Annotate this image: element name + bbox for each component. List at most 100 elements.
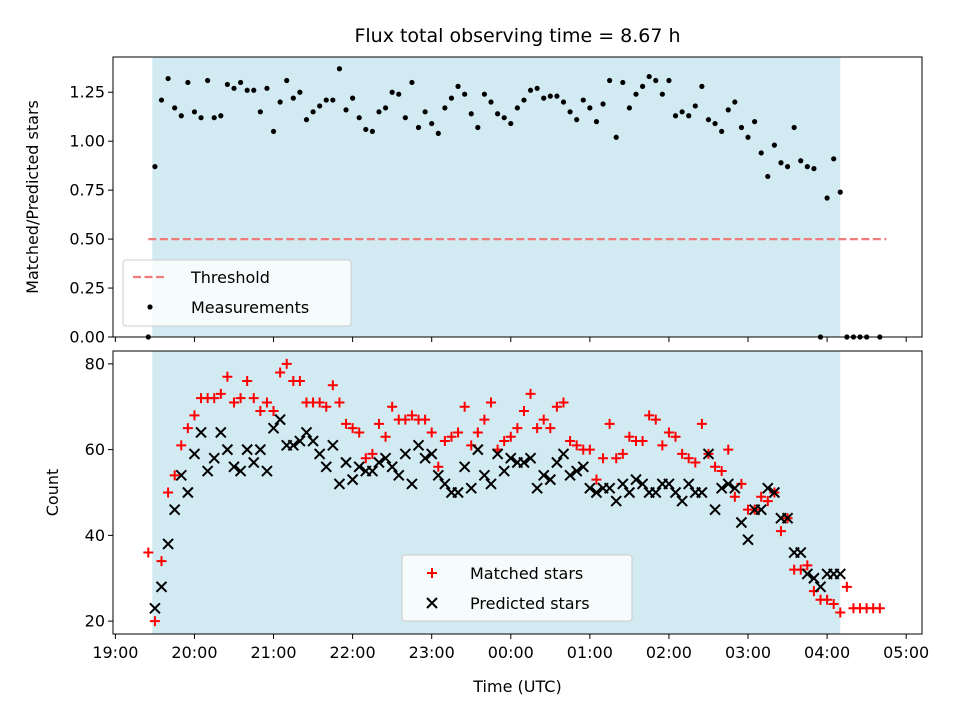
measurement-point — [277, 99, 283, 105]
matched-star-point — [446, 431, 457, 442]
matched-star-point — [611, 453, 622, 464]
measurement-point — [587, 105, 593, 111]
predicted-star-point — [577, 461, 589, 473]
measurement-point — [560, 99, 567, 105]
predicted-star-point — [452, 486, 464, 499]
measurement-point — [653, 77, 659, 84]
chart-title: Flux total observing time = 8.67 h — [354, 25, 680, 47]
predicted-star-point — [412, 439, 425, 452]
matched-star-point — [710, 461, 721, 472]
measurement-point — [613, 134, 619, 140]
matched-star-point — [321, 401, 332, 412]
predicted-stars-layer — [149, 413, 846, 614]
measurement-point — [343, 107, 349, 113]
matched-star-point — [387, 401, 398, 412]
matched-star-point — [650, 414, 661, 425]
measurement-point — [363, 126, 369, 133]
matched-star-point — [400, 414, 411, 425]
matched-star-point — [433, 461, 444, 472]
predicted-star-point — [742, 533, 754, 546]
measurement-point — [732, 99, 738, 105]
ratio-legend: Threshold Measurements — [122, 259, 352, 327]
predicted-star-point — [162, 538, 174, 550]
predicted-star-point — [425, 448, 438, 460]
measurement-point — [198, 115, 204, 121]
predicted-star-point — [300, 426, 313, 439]
measurement-point — [554, 93, 560, 99]
matched-star-point — [327, 380, 338, 391]
measurement-point — [442, 105, 448, 111]
measurement-point — [303, 117, 310, 123]
predicted-star-point — [801, 568, 814, 580]
matched-star-point — [367, 448, 378, 459]
predicted-star-point — [636, 478, 649, 490]
count-x-tick-label: 22:00 — [330, 643, 376, 662]
predicted-star-point — [795, 546, 807, 559]
predicted-star-point — [663, 478, 675, 490]
predicted-star-point — [715, 482, 728, 494]
measurement-point — [765, 173, 771, 180]
measurement-point — [672, 113, 679, 119]
legend-box — [122, 259, 352, 327]
predicted-star-point — [584, 482, 596, 494]
count-x-tick-label: 00:00 — [488, 643, 534, 662]
matched-star-point — [189, 410, 200, 421]
predicted-star-point — [610, 495, 622, 507]
matched-star-point — [545, 423, 556, 434]
measurement-point — [435, 130, 441, 136]
measurement-point — [336, 66, 343, 72]
predicted-star-point — [313, 448, 326, 460]
measurement-point — [165, 75, 171, 82]
legend-predicted-swatch — [426, 597, 438, 609]
measurement-point — [481, 91, 488, 97]
predicted-star-point — [188, 448, 201, 460]
measurement-point — [725, 107, 731, 113]
matched-star-point — [841, 581, 852, 592]
predicted-star-point — [201, 465, 214, 477]
measurement-point — [376, 109, 382, 115]
matched-star-point — [347, 423, 358, 434]
predicted-star-point — [696, 486, 708, 499]
ratio-y-tick-label: 1.25 — [69, 83, 105, 102]
measurement-point — [784, 164, 791, 170]
measurement-point — [686, 113, 692, 119]
predicted-star-point — [603, 482, 616, 494]
matched-star-point — [538, 414, 549, 425]
matched-star-point — [380, 431, 391, 442]
predicted-star-point — [267, 422, 280, 434]
measurement-point — [705, 117, 712, 123]
predicted-star-point — [709, 503, 721, 516]
matched-star-point — [802, 560, 813, 571]
matched-star-point — [373, 418, 384, 429]
matched-star-point — [874, 603, 885, 614]
predicted-star-point — [333, 478, 346, 490]
matched-star-point — [459, 401, 470, 412]
measurement-point — [580, 97, 586, 103]
predicted-star-point — [155, 581, 168, 593]
predicted-star-point — [781, 512, 794, 524]
matched-star-point — [518, 406, 529, 417]
x-axis-label: Time (UTC) — [472, 677, 561, 696]
ratio-y-tick-label: 1.00 — [69, 132, 105, 151]
count-x-tick-label: 02:00 — [646, 643, 692, 662]
matched-star-point — [617, 448, 628, 459]
matched-star-point — [176, 440, 187, 451]
matched-star-point — [235, 393, 246, 404]
predicted-star-point — [755, 503, 767, 516]
measurement-point — [350, 95, 356, 101]
predicted-star-point — [524, 452, 537, 464]
measurement-point — [211, 115, 217, 121]
matched-star-point — [512, 423, 523, 434]
measurement-point — [290, 95, 296, 101]
ratio-y-tick-label: 0.75 — [69, 181, 105, 200]
measurement-point — [527, 87, 534, 93]
predicted-star-point — [808, 572, 820, 584]
predicted-star-point — [353, 461, 365, 473]
legend-box — [401, 554, 633, 622]
predicted-star-point — [458, 461, 471, 473]
predicted-star-point — [234, 465, 247, 477]
measurement-point — [475, 124, 481, 131]
measurement-point — [778, 160, 784, 166]
predicted-star-point — [320, 461, 332, 473]
measurement-point — [646, 73, 652, 80]
